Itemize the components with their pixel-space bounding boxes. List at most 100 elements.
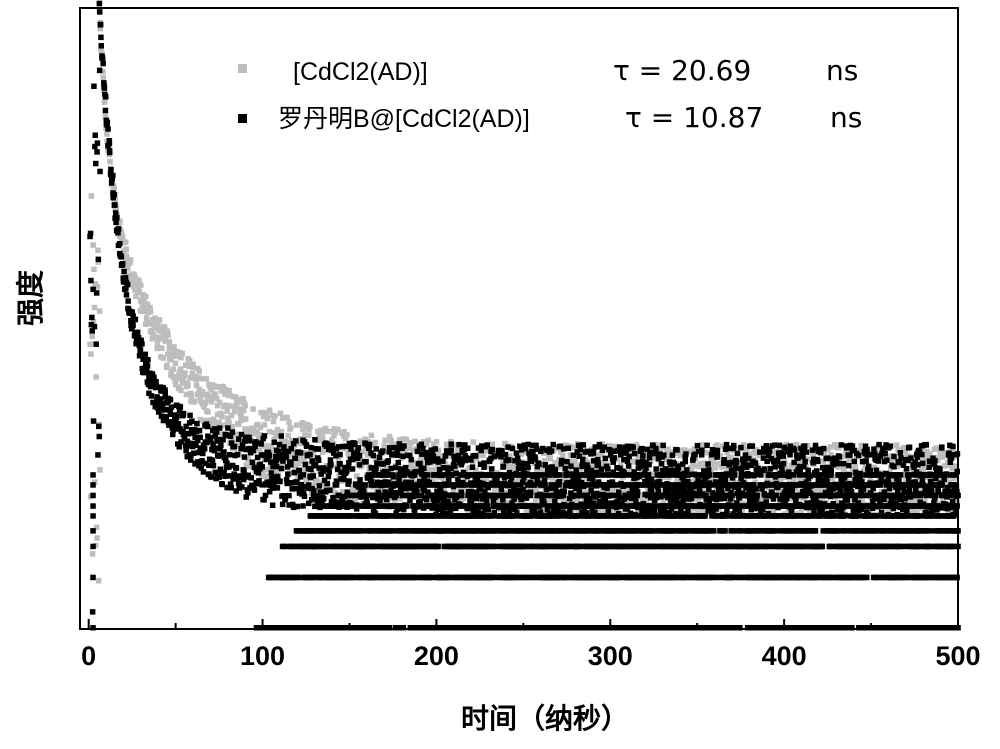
data-point-rhodamine [134, 329, 141, 336]
data-point-cdcl2 [483, 448, 490, 454]
data-point-rhodamine [511, 496, 517, 502]
data-point-cdcl2 [335, 426, 341, 433]
data-point-rhodamine [293, 438, 299, 444]
data-point-rhodamine [458, 489, 465, 495]
data-point-rhodamine [164, 406, 170, 413]
data-point-cdcl2 [450, 488, 457, 495]
data-point-rhodamine [281, 449, 288, 455]
data-point-rhodamine [278, 465, 285, 472]
data-point-rhodamine [387, 491, 394, 497]
data-point-cdcl2 [753, 450, 759, 457]
data-point-rhodamine [224, 460, 230, 466]
data-point-rhodamine [396, 441, 403, 447]
data-point-cdcl2 [251, 431, 257, 437]
data-point-cdcl2 [123, 253, 130, 259]
data-point-rhodamine [266, 452, 272, 459]
data-point-cdcl2 [212, 391, 218, 397]
data-point-cdcl2 [329, 437, 335, 443]
data-point-rhodamine [278, 625, 285, 631]
data-point-cdcl2 [512, 465, 518, 471]
data-point-rhodamine [177, 404, 184, 410]
data-point-cdcl2 [264, 415, 270, 422]
data-point-rhodamine [283, 454, 290, 461]
data-point-rhodamine [271, 482, 277, 488]
data-point-cdcl2 [117, 218, 123, 224]
data-point-cdcl2 [460, 486, 467, 492]
data-point-cdcl2 [692, 463, 698, 469]
data-point-rhodamine [520, 486, 526, 493]
data-point-cdcl2 [904, 453, 910, 459]
data-point-rhodamine [160, 417, 167, 424]
data-point-rhodamine [193, 428, 200, 434]
data-point-cdcl2 [793, 486, 799, 492]
data-point-cdcl2 [222, 391, 228, 397]
data-point-rhodamine [483, 498, 490, 504]
data-point-cdcl2 [275, 461, 282, 467]
data-point-rhodamine [90, 418, 97, 424]
data-point-rhodamine [92, 143, 98, 150]
data-point-rhodamine [433, 513, 440, 519]
data-point-cdcl2 [846, 456, 853, 463]
data-point-rhodamine [199, 458, 205, 464]
data-point-cdcl2 [594, 453, 600, 459]
data-point-cdcl2 [674, 477, 681, 483]
data-point-rhodamine [442, 453, 449, 459]
data-point-rhodamine [355, 484, 362, 490]
data-point-rhodamine [536, 503, 542, 509]
data-point-cdcl2 [798, 507, 804, 514]
data-point-cdcl2 [250, 406, 256, 412]
data-point-rhodamine [532, 472, 539, 478]
data-point-rhodamine [428, 528, 434, 534]
data-point-rhodamine [288, 460, 294, 466]
data-point-rhodamine [435, 543, 441, 550]
data-point-rhodamine [204, 439, 211, 445]
data-point-rhodamine [96, 433, 102, 440]
data-point-cdcl2 [569, 458, 575, 465]
data-point-cdcl2 [175, 373, 182, 379]
data-point-cdcl2 [172, 360, 179, 366]
data-point-rhodamine [89, 609, 96, 615]
data-point-rhodamine [130, 313, 136, 319]
data-point-rhodamine [388, 487, 394, 494]
data-point-cdcl2 [372, 439, 378, 446]
data-point-cdcl2 [386, 433, 393, 440]
data-point-cdcl2 [781, 457, 788, 464]
data-point-rhodamine [551, 507, 557, 514]
data-point-rhodamine [251, 464, 258, 471]
data-point-rhodamine [330, 494, 336, 501]
data-point-cdcl2 [470, 460, 476, 466]
data-point-cdcl2 [257, 424, 264, 431]
data-point-rhodamine [393, 492, 400, 499]
data-point-rhodamine [415, 574, 421, 581]
data-point-cdcl2 [141, 308, 147, 315]
data-point-rhodamine [282, 495, 289, 502]
data-point-rhodamine [534, 446, 540, 452]
data-point-rhodamine [128, 317, 134, 324]
data-point-cdcl2 [513, 500, 519, 506]
data-point-cdcl2 [893, 442, 900, 448]
data-point-rhodamine [541, 477, 548, 484]
data-point-rhodamine [431, 625, 437, 631]
data-point-rhodamine [202, 460, 209, 467]
data-point-cdcl2 [225, 415, 231, 421]
data-point-rhodamine [356, 462, 363, 468]
data-point-rhodamine [385, 458, 391, 464]
data-point-rhodamine [305, 482, 312, 488]
data-point-rhodamine [106, 138, 113, 144]
data-point-rhodamine [552, 466, 559, 473]
data-point-rhodamine [357, 477, 363, 483]
data-point-cdcl2 [903, 498, 909, 505]
data-point-rhodamine [542, 482, 548, 488]
data-point-rhodamine [230, 476, 236, 482]
data-point-rhodamine [527, 489, 534, 495]
data-point-cdcl2 [271, 436, 278, 443]
data-point-rhodamine [281, 543, 287, 550]
data-point-rhodamine [239, 484, 245, 490]
data-point-rhodamine [543, 486, 550, 493]
data-point-cdcl2 [408, 439, 415, 446]
data-point-rhodamine [277, 478, 283, 485]
data-point-rhodamine [294, 485, 300, 492]
data-point-rhodamine [406, 528, 413, 534]
data-point-rhodamine [522, 543, 528, 550]
data-point-cdcl2 [580, 445, 587, 452]
